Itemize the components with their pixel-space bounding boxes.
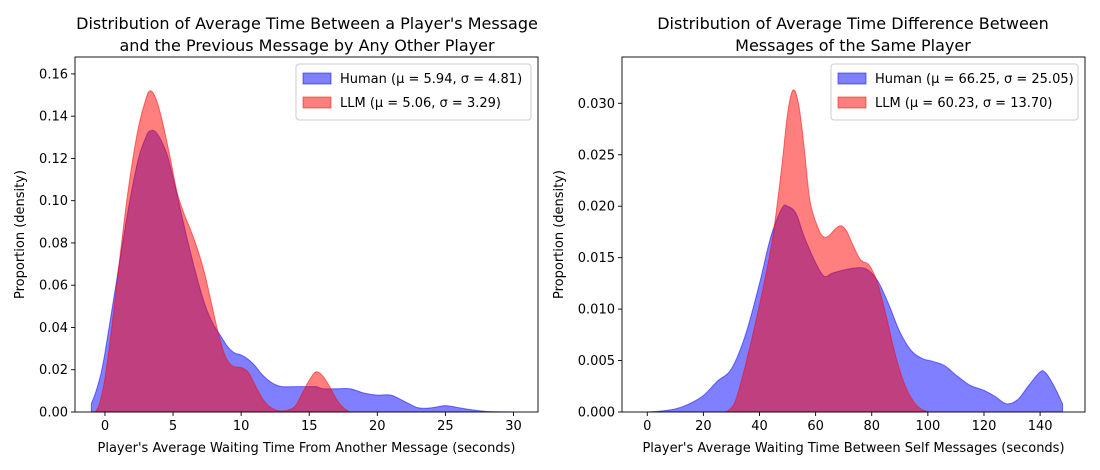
y-tick-label: 0.12	[39, 152, 68, 167]
legend-label-llm: LLM (μ = 5.06, σ = 3.29)	[340, 96, 501, 111]
x-axis-label: Player's Average Waiting Time From Anoth…	[98, 441, 516, 456]
chart-title-line: Distribution of Average Time Difference …	[657, 14, 1049, 33]
legend-box	[295, 63, 532, 121]
y-tick-label: 0.00	[39, 406, 68, 421]
y-tick-label: 0.010	[578, 303, 615, 318]
y-tick-label: 0.015	[578, 251, 615, 266]
y-tick-label: 0.030	[578, 97, 615, 112]
y-tick-label: 0.025	[578, 148, 615, 163]
x-tick-label: 120	[972, 419, 997, 434]
x-tick-label: 0	[643, 419, 651, 434]
y-tick-label: 0.16	[39, 67, 68, 82]
y-tick-label: 0.10	[39, 194, 68, 209]
y-tick-label: 0.06	[39, 279, 68, 294]
x-tick-label: 140	[1028, 419, 1053, 434]
x-tick-label: 20	[695, 419, 712, 434]
y-tick-label: 0.02	[39, 363, 68, 378]
x-tick-label: 20	[369, 419, 386, 434]
y-axis-label: Proportion (density)	[552, 170, 567, 299]
chart-left: 0 5 10 15 20 25 30 0.00 0.02 0.04 0.06 0.08 0.10 0.12…	[13, 14, 539, 456]
y-tick-label: 0.020	[578, 200, 615, 215]
legend-box	[830, 63, 1079, 121]
axes-frame	[621, 56, 1086, 413]
x-tick-label: 0	[101, 419, 109, 434]
x-axis-label: Player's Average Waiting Time Between Se…	[642, 441, 1064, 456]
legend-label-llm: LLM (μ = 60.23, σ = 13.70)	[875, 96, 1053, 111]
x-tick-label: 15	[301, 419, 318, 434]
legend-swatch-llm	[302, 96, 332, 109]
chart-title-line: and the Previous Message by Any Other Pl…	[119, 36, 495, 55]
axes-frame	[74, 56, 539, 413]
y-tick-label: 0.08	[39, 236, 68, 251]
x-tick-label: 25	[437, 419, 454, 434]
x-tick-label: 80	[863, 419, 880, 434]
y-tick-label: 0.000	[578, 406, 615, 421]
legend-swatch-llm	[837, 96, 867, 109]
chart-title-line: Messages of the Same Player	[735, 36, 971, 55]
y-tick-label: 0.14	[39, 110, 68, 125]
chart-title-line: Distribution of Average Time Between a P…	[76, 14, 538, 33]
series-area-llm	[94, 90, 352, 413]
y-tick-label: 0.04	[39, 321, 68, 336]
legend-swatch-human	[302, 72, 332, 85]
x-tick-label: 10	[233, 419, 250, 434]
legend-label-human: Human (μ = 66.25, σ = 25.05)	[875, 72, 1074, 87]
legend-label-human: Human (μ = 5.94, σ = 4.81)	[340, 72, 522, 87]
x-tick-label: 60	[807, 419, 824, 434]
legend-swatch-human	[837, 72, 867, 85]
series-area-llm	[724, 89, 929, 413]
x-tick-label: 100	[915, 419, 940, 434]
y-tick-label: 0.005	[578, 354, 615, 369]
x-tick-label: 40	[751, 419, 768, 434]
chart-right: 0 20 40 60 80 100 120 140 0.000 0.005 0.010 0.015 0.…	[552, 14, 1086, 456]
y-axis-label: Proportion (density)	[13, 170, 28, 299]
x-tick-label: 30	[505, 419, 522, 434]
x-tick-label: 5	[169, 419, 177, 434]
